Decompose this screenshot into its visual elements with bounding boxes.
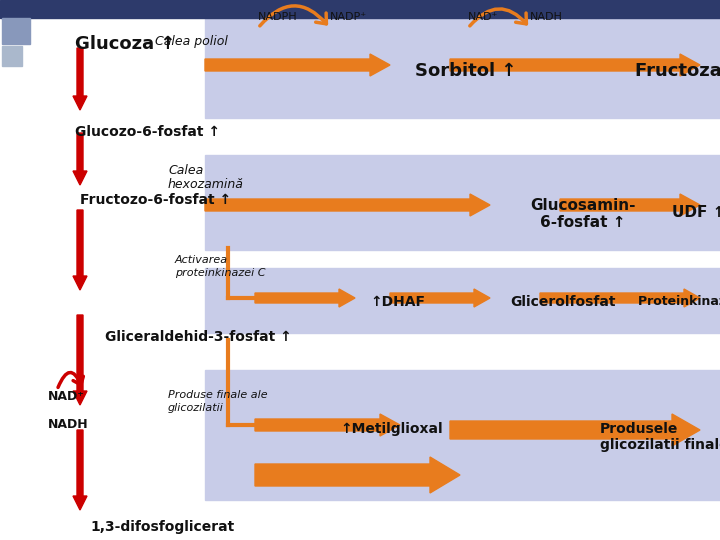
Text: Glucoza ↑: Glucoza ↑ [75,35,176,53]
Bar [2,46,22,66]
Bar [2,18,30,44]
Bar [0,0,720,18]
Text: Calea: Calea [168,164,203,177]
Text: Produsele: Produsele [600,422,678,436]
FancyArrow shape [73,210,87,290]
Text: glicozilatii finale: glicozilatii finale [600,438,720,452]
FancyArrow shape [390,289,490,307]
Text: Proteinkinaza C ↑: Proteinkinaza C ↑ [638,295,720,308]
FancyArrow shape [540,289,700,307]
Text: 1,3-difosfoglicerat: 1,3-difosfoglicerat [90,520,234,534]
Text: hexozamină: hexozamină [168,178,244,191]
Text: Fructoza ↑: Fructoza ↑ [635,62,720,80]
Text: NADH: NADH [530,12,563,22]
Text: Produse finale ale: Produse finale ale [168,390,268,400]
Text: NAD⁺: NAD⁺ [468,12,498,22]
FancyArrow shape [255,457,460,493]
Text: Activarea: Activarea [175,255,228,265]
FancyArrow shape [205,54,390,76]
FancyArrow shape [255,414,400,436]
FancyArrow shape [73,133,87,185]
FancyArrow shape [450,414,700,446]
FancyArrowPatch shape [260,6,326,26]
Text: NADPH: NADPH [258,12,297,22]
Text: Fructozo-6-fosfat ↑: Fructozo-6-fosfat ↑ [80,193,231,207]
Text: Sorbitol ↑: Sorbitol ↑ [415,62,516,80]
Text: Glucozo-6-fosfat ↑: Glucozo-6-fosfat ↑ [75,125,220,139]
FancyArrow shape [255,289,355,307]
Text: ↑Metilglioxal: ↑Metilglioxal [340,422,443,436]
Bar [205,268,720,333]
Text: NAD⁺: NAD⁺ [48,390,85,403]
Bar [205,370,720,500]
Text: NADP⁺: NADP⁺ [330,12,367,22]
Text: Glicerolfosfat: Glicerolfosfat [510,295,616,309]
Text: Gliceraldehid-3-fosfat ↑: Gliceraldehid-3-fosfat ↑ [105,330,292,344]
Text: ↑DHAF: ↑DHAF [370,295,425,309]
FancyArrow shape [73,48,87,110]
Text: Calea poliol: Calea poliol [155,35,228,48]
Text: glicozilatii: glicozilatii [168,403,224,413]
Text: proteinkinazei C: proteinkinazei C [175,268,266,278]
Bar [205,155,720,250]
FancyArrow shape [560,194,700,216]
Bar [205,18,720,118]
FancyArrow shape [450,54,700,76]
Text: NADH: NADH [48,418,89,431]
FancyArrow shape [205,194,490,216]
FancyArrow shape [73,315,87,405]
FancyArrowPatch shape [58,373,84,387]
Text: Glucosamin-
6-fosfat ↑: Glucosamin- 6-fosfat ↑ [530,198,636,231]
FancyArrow shape [73,430,87,510]
FancyArrowPatch shape [470,9,526,26]
Text: UDF ↑: UDF ↑ [672,205,720,220]
